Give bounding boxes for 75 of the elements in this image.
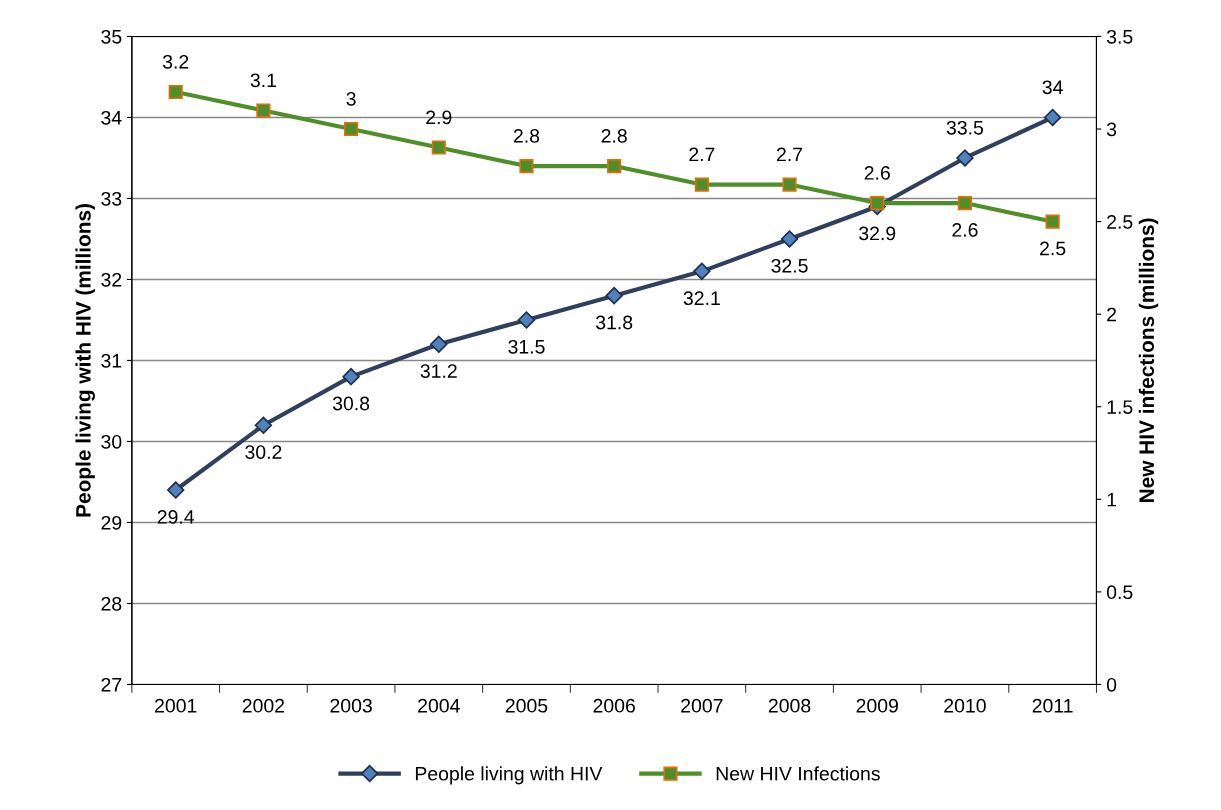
data-label: 31.5 (508, 339, 545, 354)
y-tick-label: 34 (101, 110, 122, 125)
point (1045, 214, 1060, 229)
point (519, 158, 534, 174)
data-label: 29.4 (157, 510, 195, 524)
y2-axis-title: New HIV infections (millions) (1138, 218, 1159, 502)
point (605, 286, 623, 305)
data-label: 3.1 (250, 73, 276, 88)
point (694, 177, 709, 192)
legend-label: New HIV Infections (716, 766, 880, 781)
y-tick-label: 29 (101, 515, 122, 530)
y-tick-label: 27 (101, 677, 122, 692)
point (167, 481, 185, 499)
x-tick-label: 2010 (944, 698, 986, 713)
legend-label: People living with HIV (415, 766, 603, 785)
x-tick-label: 2005 (505, 698, 548, 713)
data-label: 32.5 (771, 258, 808, 273)
y2-tick-label: 3.5 (1106, 29, 1133, 44)
point (431, 140, 446, 155)
data-label: 2.7 (689, 147, 715, 162)
y2-tick-label: 1 (1107, 492, 1117, 507)
point (168, 84, 183, 100)
x-tick-label: 2002 (242, 698, 285, 713)
data-label: 2.6 (952, 223, 978, 237)
y-tick-label: 30 (101, 434, 122, 449)
point (344, 121, 359, 137)
x-tick-label: 2007 (681, 698, 723, 713)
point (1043, 108, 1062, 127)
y2-tick-label: 3 (1106, 122, 1117, 137)
data-label: 2.6 (864, 166, 890, 180)
y2-tick-label: 0.5 (1106, 585, 1133, 600)
y-axis-title: People living with HIV (millions) (75, 204, 95, 517)
point (780, 230, 799, 248)
point (517, 311, 536, 329)
y-tick-label: 32 (101, 272, 122, 287)
x-tick-label: 2008 (768, 698, 811, 713)
data-label: 2.8 (513, 128, 540, 143)
point (957, 195, 973, 211)
data-label: 3.2 (162, 54, 189, 69)
point (342, 367, 360, 386)
x-tick-label: 2003 (330, 698, 372, 713)
x-tick-label: 2006 (593, 698, 635, 713)
data-label: 32.9 (859, 226, 896, 241)
data-label: 30.2 (245, 445, 282, 459)
y-tick-label: 33 (101, 191, 122, 206)
y2-tick-label: 2.5 (1107, 215, 1133, 229)
data-label: 2.5 (1040, 241, 1066, 256)
y2-tick-label: 2 (1107, 307, 1117, 322)
data-label: 31.8 (595, 315, 633, 330)
point (870, 195, 885, 211)
point (607, 158, 622, 174)
data-label: 30.8 (332, 396, 370, 411)
data-label: 2.9 (426, 110, 452, 125)
x-tick-label: 2011 (1032, 698, 1073, 713)
point (693, 262, 711, 281)
y-tick-label: 35 (101, 29, 122, 44)
x-tick-label: 2001 (155, 698, 197, 713)
y-tick-label: 28 (101, 596, 122, 611)
y2-tick-label: 0 (1106, 677, 1117, 692)
data-label: 31.2 (420, 364, 457, 378)
y2-tick-label: 1.5 (1107, 400, 1133, 414)
data-label: 33.5 (946, 120, 984, 135)
point (256, 103, 271, 118)
data-label: 2.8 (601, 128, 627, 143)
point (430, 335, 448, 353)
point (782, 177, 797, 192)
data-label: 32.1 (683, 291, 720, 306)
point (254, 416, 273, 434)
y-tick-label: 31 (101, 353, 122, 368)
data-label: 2.7 (777, 147, 803, 162)
data-label: 3 (346, 91, 356, 106)
x-tick-label: 2009 (856, 698, 898, 713)
point (956, 149, 974, 167)
x-tick-label: 2004 (418, 698, 460, 713)
data-label: 34 (1042, 80, 1063, 95)
